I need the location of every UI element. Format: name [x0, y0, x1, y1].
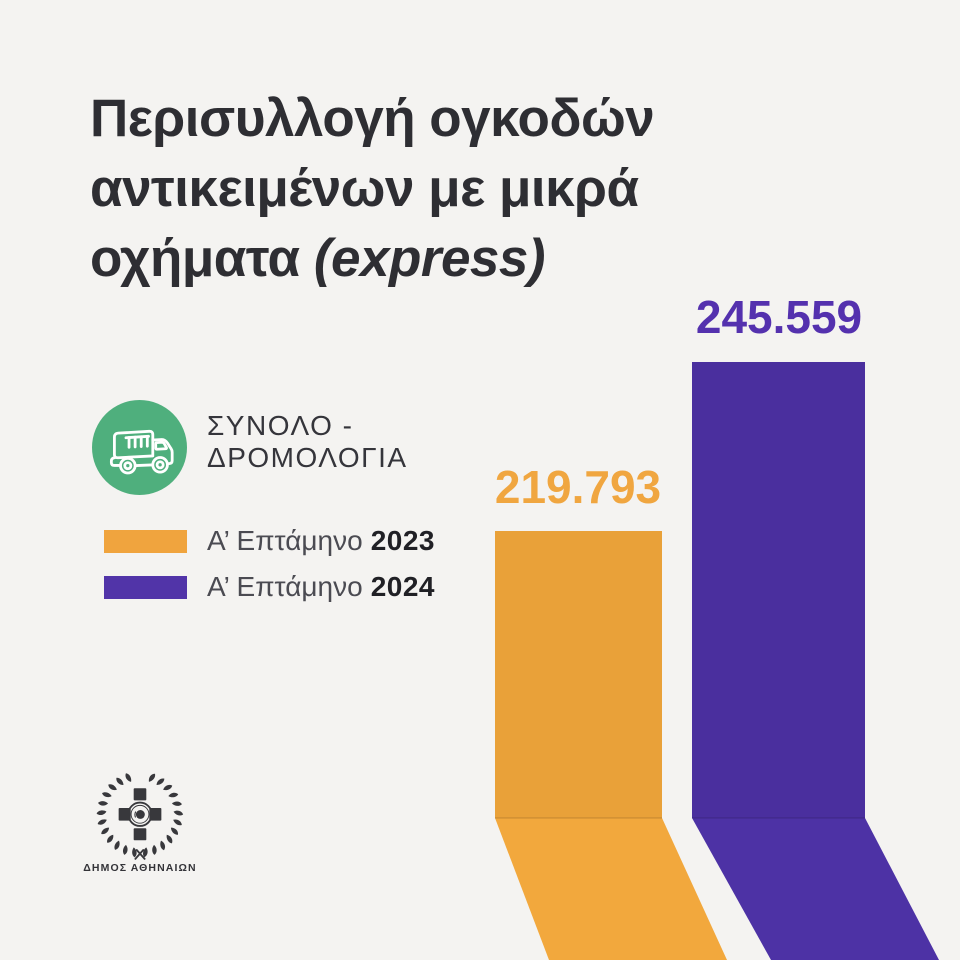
- logo-caption: ΔΗΜΟΣ ΑΘΗΝΑΙΩΝ: [83, 862, 197, 874]
- logo-cross-left: [118, 807, 131, 821]
- logo-cross-top: [133, 788, 147, 801]
- truck-icon: [109, 429, 174, 474]
- metric-label: ΣΥΝΟΛΟ - ΔΡΟΜΟΛΟΓΙΑ: [207, 410, 408, 474]
- logo-cross-right: [149, 807, 162, 821]
- logo-ribbon: [134, 849, 146, 860]
- legend-swatch-2023: [104, 529, 187, 553]
- logo-athena-head: [135, 810, 145, 819]
- bar-2023: [495, 531, 662, 818]
- bar-2024: [692, 362, 865, 818]
- title-line-1: Περισυλλογή ογκοδών: [90, 89, 655, 148]
- value-label-2023: 219.793: [494, 461, 662, 513]
- title-line-3: οχήματα: [90, 229, 314, 288]
- title-express: (express): [313, 229, 546, 288]
- legend-label-2024: Α’ Επτάμηνο 2024: [207, 571, 435, 602]
- bar-2024-ribbon: [692, 818, 939, 960]
- value-label-2024: 245.559: [695, 291, 863, 343]
- legend-item-2023: Α’ Επτάμηνο 2023: [104, 525, 435, 556]
- legend-item-2024: Α’ Επτάμηνο 2024: [104, 571, 435, 602]
- page-title: Περισυλλογή ογκοδών αντικειμένων με μικρ…: [90, 84, 690, 294]
- metric-label-line-1: ΣΥΝΟΛΟ -: [207, 410, 354, 441]
- metric-badge: [92, 400, 187, 495]
- legend-swatch-2024: [104, 575, 187, 599]
- metric-label-line-2: ΔΡΟΜΟΛΟΓΙΑ: [207, 442, 408, 473]
- bar-2023-ribbon: [495, 818, 727, 960]
- athens-municipality-logo: [95, 771, 184, 860]
- title-line-2: αντικειμένων με μικρά: [90, 159, 639, 218]
- legend-label-2023: Α’ Επτάμηνο 2023: [207, 525, 435, 556]
- logo-cross-bottom: [133, 828, 147, 841]
